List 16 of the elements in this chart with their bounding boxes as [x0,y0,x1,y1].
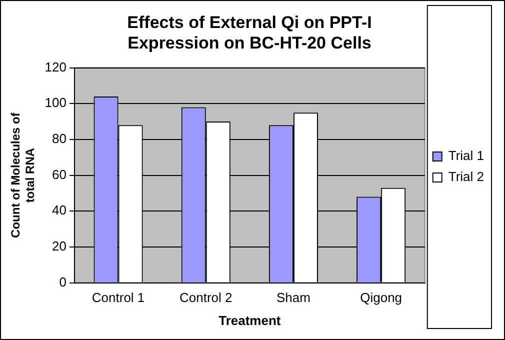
chart-title: Effects of External Qi on PPT-I Expression on BC-HT-20 Cells [127,12,372,52]
legend-label: Trial 2 [448,169,484,184]
y-tick-label: 20 [52,238,66,254]
x-tick-label: Sham [276,290,310,306]
x-tick-label: Control 2 [180,290,232,306]
y-tick-label: 0 [59,274,66,290]
y-tick-label: 120 [44,59,66,74]
legend-label: Trial 1 [448,148,484,164]
y-axis-title: Count of Molecules of total RNA [8,112,37,238]
y-tick-label: 40 [52,202,66,218]
y-tick-label: 80 [52,131,66,146]
y-tick-label: 100 [44,95,66,110]
x-tick-label: Qigong [360,290,402,306]
y-tick-label: 60 [52,166,66,182]
x-tick-label: Control 1 [92,290,145,306]
x-axis-title: Treatment [218,312,282,328]
